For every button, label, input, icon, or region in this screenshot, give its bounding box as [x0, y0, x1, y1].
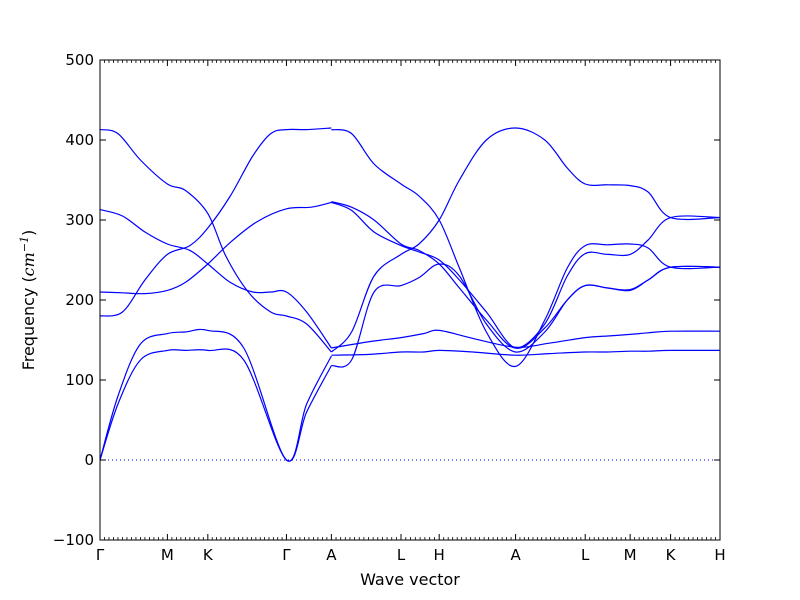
x-tick-label: A — [326, 546, 337, 564]
band-line-12 — [331, 129, 721, 368]
x-tick-label: M — [161, 546, 174, 564]
y-axis-title-unit: cm — [19, 252, 38, 276]
band-line-6 — [99, 129, 332, 353]
y-tick-label: 0 — [84, 451, 94, 469]
x-tick-label: Γ — [282, 546, 291, 564]
band-line-10 — [330, 127, 721, 353]
y-tick-label: 400 — [65, 131, 94, 149]
y-tick-label: 300 — [65, 211, 94, 229]
y-tick-label: 100 — [65, 371, 94, 389]
band-line-1 — [99, 348, 332, 462]
x-tick-label: H — [434, 546, 445, 564]
x-tick-label: A — [510, 546, 521, 564]
band-line-3 — [99, 127, 332, 317]
band-lines — [99, 127, 721, 462]
y-axis-title: Frequency (cm−1) — [18, 230, 38, 371]
y-tick-label: 200 — [65, 291, 94, 309]
x-tick-label: Γ — [96, 546, 105, 564]
x-tick-label: H — [714, 546, 725, 564]
x-tick-label: L — [397, 546, 406, 564]
band-line-8 — [331, 329, 721, 349]
x-tick-label: K — [666, 546, 677, 564]
x-tick-label: K — [203, 546, 214, 564]
y-axis-title-suffix: ) — [19, 230, 38, 236]
y-tick-label: −100 — [53, 531, 94, 549]
band-line-13 — [331, 201, 721, 349]
plot-frame — [99, 59, 721, 541]
x-tick-label: M — [624, 546, 637, 564]
x-tick-label: L — [581, 546, 590, 564]
plot-area — [99, 59, 721, 541]
y-tick-label: 500 — [65, 51, 94, 69]
y-axis-title-unit-exponent: −1 — [18, 236, 31, 252]
band-line-5 — [99, 209, 332, 349]
band-line-9 — [331, 263, 721, 368]
y-axis-tick-labels: −100 0 100 200 300 400 500 — [53, 51, 94, 549]
x-axis-title: Wave vector — [360, 570, 460, 589]
band-line-2 — [99, 328, 332, 462]
y-axis-title-prefix: Frequency ( — [19, 276, 38, 370]
band-line-7 — [331, 349, 721, 356]
